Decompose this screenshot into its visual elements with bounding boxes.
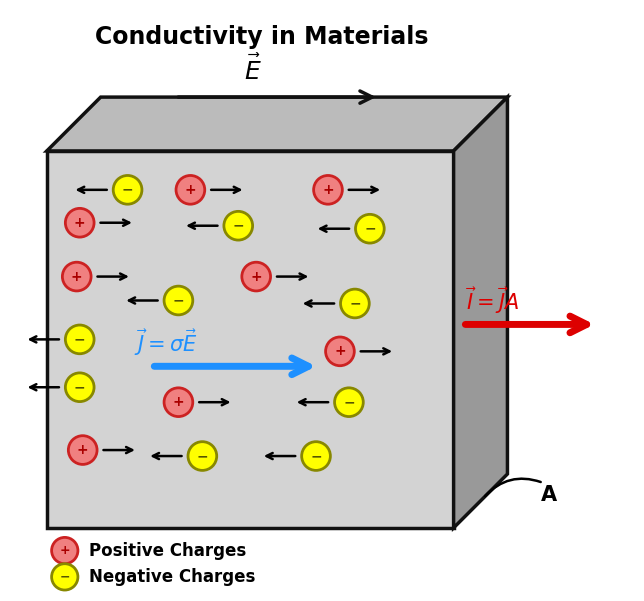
Text: −: − <box>343 395 355 409</box>
Circle shape <box>242 262 270 291</box>
Text: −: − <box>59 570 70 584</box>
Text: −: − <box>122 183 133 197</box>
Text: −: − <box>173 293 184 308</box>
Circle shape <box>301 442 330 471</box>
Circle shape <box>65 373 94 401</box>
Text: Positive Charges: Positive Charges <box>89 542 246 560</box>
Circle shape <box>52 564 78 590</box>
Text: −: − <box>349 296 361 311</box>
Circle shape <box>65 209 94 237</box>
Circle shape <box>224 212 252 240</box>
Text: +: + <box>77 443 88 457</box>
Circle shape <box>355 215 384 243</box>
Text: $\vec{J} = \sigma\vec{E}$: $\vec{J} = \sigma\vec{E}$ <box>133 327 197 358</box>
Circle shape <box>68 436 97 465</box>
Polygon shape <box>47 97 507 151</box>
Text: +: + <box>173 395 184 409</box>
Circle shape <box>176 175 205 204</box>
Text: +: + <box>322 183 334 197</box>
Text: −: − <box>196 449 208 463</box>
Text: +: + <box>71 270 82 284</box>
Text: −: − <box>232 219 244 233</box>
Text: $\vec{I} = \vec{J}A$: $\vec{I} = \vec{J}A$ <box>466 285 519 316</box>
Circle shape <box>65 325 94 354</box>
Circle shape <box>341 289 369 318</box>
Text: A: A <box>541 485 558 505</box>
Circle shape <box>164 388 193 416</box>
Text: +: + <box>334 344 346 358</box>
Circle shape <box>52 537 78 564</box>
Circle shape <box>113 175 142 204</box>
Circle shape <box>326 337 354 365</box>
Circle shape <box>335 388 363 416</box>
Circle shape <box>314 175 343 204</box>
Text: $\vec{E}$: $\vec{E}$ <box>244 55 262 85</box>
Text: +: + <box>251 270 262 284</box>
Text: Conductivity in Materials: Conductivity in Materials <box>95 25 429 49</box>
Circle shape <box>188 442 217 471</box>
Polygon shape <box>47 151 453 528</box>
Text: −: − <box>74 332 86 346</box>
Circle shape <box>62 262 91 291</box>
Text: −: − <box>74 380 86 394</box>
Text: +: + <box>74 216 86 230</box>
Polygon shape <box>453 97 507 528</box>
Text: −: − <box>310 449 322 463</box>
Text: −: − <box>364 222 375 236</box>
Text: Negative Charges: Negative Charges <box>89 568 255 586</box>
Text: +: + <box>59 544 70 557</box>
Text: +: + <box>185 183 196 197</box>
Circle shape <box>164 286 193 315</box>
